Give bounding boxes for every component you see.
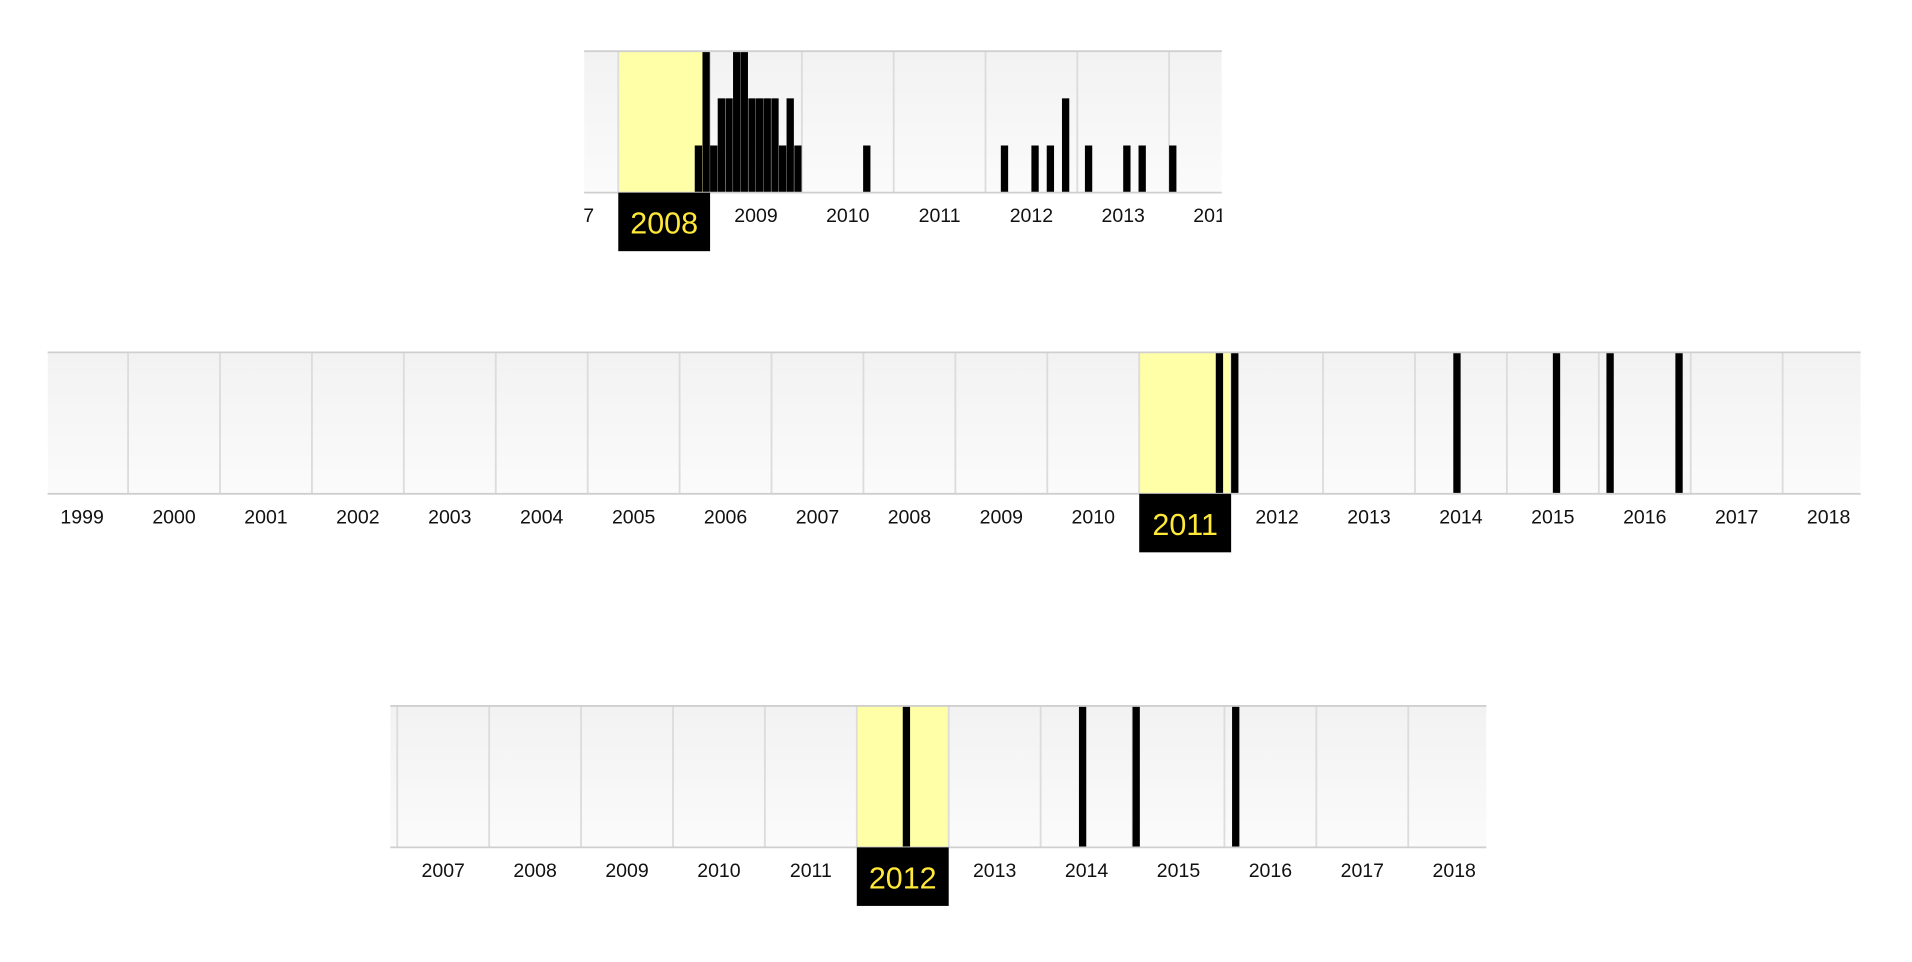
capture-bar bbox=[702, 51, 710, 193]
capture-bar bbox=[755, 98, 764, 193]
capture-bar bbox=[863, 145, 871, 193]
capture-bar bbox=[710, 145, 718, 193]
year-label[interactable]: 2010 bbox=[826, 205, 870, 227]
capture-bar bbox=[1078, 705, 1087, 848]
capture-bar bbox=[1215, 352, 1224, 494]
capture-bar bbox=[748, 98, 756, 193]
timeline-body: 2007 2009 2010 2011 2012 2013 2014 bbox=[551, 51, 1237, 227]
capture-bar bbox=[1169, 145, 1177, 193]
timeline: 2007 2008 2009 2010 2011 2013 2014 2015 2016 2017… bbox=[390, 705, 1487, 906]
year-label[interactable]: 2009 bbox=[605, 860, 648, 882]
selected-year-label[interactable]: 2012 bbox=[869, 861, 937, 895]
year-label[interactable]: 2010 bbox=[697, 860, 741, 882]
year-label[interactable]: 2002 bbox=[336, 506, 379, 528]
year-label[interactable]: 2014 bbox=[1439, 506, 1483, 528]
capture-bar bbox=[1231, 352, 1239, 494]
year-label[interactable]: 2009 bbox=[734, 205, 777, 227]
capture-bar bbox=[794, 145, 802, 193]
year-label[interactable]: 2005 bbox=[612, 506, 656, 528]
selected-year-box bbox=[1139, 493, 1232, 553]
capture-bar bbox=[740, 51, 748, 193]
capture-bar bbox=[1084, 145, 1093, 193]
timeline-background bbox=[47, 352, 1861, 494]
capture-bar bbox=[786, 98, 794, 193]
capture-bar bbox=[733, 51, 741, 193]
timeline-body: 1999 2000 2001 2002 2003 2004 2005 2006 2007 2008… bbox=[47, 352, 1861, 528]
year-label[interactable]: 2008 bbox=[888, 506, 931, 528]
year-label[interactable]: 2006 bbox=[704, 506, 747, 528]
selected-year-label[interactable]: 2008 bbox=[630, 207, 698, 241]
capture-bar bbox=[763, 98, 771, 193]
capture-bar bbox=[1453, 352, 1461, 494]
selected-year-label[interactable]: 2011 bbox=[1152, 508, 1218, 542]
capture-bar bbox=[1031, 145, 1039, 193]
capture-bar bbox=[1061, 98, 1070, 193]
year-label[interactable]: 2013 bbox=[1347, 506, 1390, 528]
capture-bar bbox=[1606, 352, 1614, 494]
capture-bar bbox=[694, 145, 703, 193]
year-label[interactable]: 2010 bbox=[1072, 506, 1116, 528]
selected-year-box bbox=[618, 192, 711, 252]
year-label[interactable]: 2015 bbox=[1157, 860, 1201, 882]
year-label[interactable]: 2014 bbox=[1193, 205, 1237, 227]
year-label[interactable]: 2017 bbox=[1341, 860, 1384, 882]
year-label[interactable]: 2007 bbox=[796, 506, 839, 528]
year-label[interactable]: 1999 bbox=[60, 506, 103, 528]
capture-bar bbox=[1138, 145, 1146, 193]
capture-bar bbox=[725, 98, 733, 193]
year-label[interactable]: 2016 bbox=[1623, 506, 1666, 528]
year-label[interactable]: 2013 bbox=[973, 860, 1016, 882]
year-label[interactable]: 2018 bbox=[1433, 860, 1476, 882]
capture-bar bbox=[778, 145, 787, 193]
year-label[interactable]: 2004 bbox=[520, 506, 564, 528]
year-label[interactable]: 2008 bbox=[513, 860, 556, 882]
timeline: 1999 2000 2001 2002 2003 2004 2005 2006 2007 2008… bbox=[47, 351, 1861, 553]
capture-bar bbox=[1046, 145, 1055, 193]
capture-bar bbox=[1132, 705, 1140, 848]
year-label[interactable]: 2000 bbox=[152, 506, 196, 528]
year-label[interactable]: 2007 bbox=[551, 205, 594, 227]
year-label[interactable]: 2017 bbox=[1715, 506, 1758, 528]
capture-bar bbox=[1552, 352, 1561, 494]
year-label[interactable]: 2013 bbox=[1102, 205, 1145, 227]
year-label[interactable]: 2011 bbox=[790, 860, 832, 882]
year-label[interactable]: 2012 bbox=[1255, 506, 1298, 528]
capture-bar bbox=[771, 98, 779, 193]
capture-bar bbox=[902, 705, 911, 848]
year-label[interactable]: 2012 bbox=[1010, 205, 1053, 227]
year-label[interactable]: 2001 bbox=[244, 506, 287, 528]
capture-bar bbox=[1000, 145, 1009, 193]
capture-bar bbox=[1232, 705, 1240, 848]
year-label[interactable]: 2009 bbox=[980, 506, 1023, 528]
capture-bar bbox=[1675, 352, 1683, 494]
year-label[interactable]: 2015 bbox=[1531, 506, 1575, 528]
capture-bar bbox=[1123, 145, 1131, 193]
selected-year-box bbox=[856, 847, 949, 906]
year-label[interactable]: 2007 bbox=[422, 860, 465, 882]
timeline: 2007 2009 2010 2011 2012 2013 2014 2008 bbox=[551, 50, 1237, 252]
year-label[interactable]: 2018 bbox=[1807, 506, 1850, 528]
year-label[interactable]: 2003 bbox=[428, 506, 471, 528]
year-label[interactable]: 2016 bbox=[1249, 860, 1292, 882]
year-label[interactable]: 2014 bbox=[1065, 860, 1109, 882]
year-label[interactable]: 2011 bbox=[919, 205, 961, 227]
timeline-body: 2007 2008 2009 2010 2011 2013 2014 2015 2016 2017… bbox=[390, 705, 1487, 882]
capture-bar bbox=[717, 98, 726, 193]
